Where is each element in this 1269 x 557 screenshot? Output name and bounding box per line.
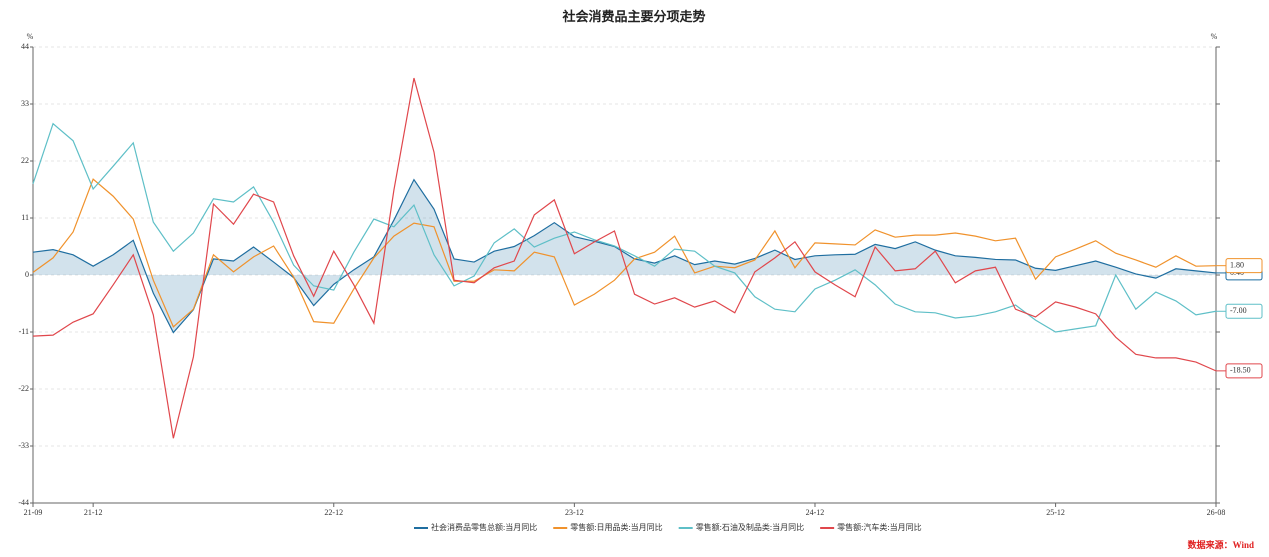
y-tick-label: -22 <box>18 384 29 393</box>
x-tick-label: 25-12 <box>1046 508 1065 517</box>
series-area <box>33 179 1216 333</box>
y-tick-label: 44 <box>21 42 29 51</box>
y-tick-label: 22 <box>21 156 29 165</box>
y-tick-label: -11 <box>19 327 29 336</box>
end-label: 1.80 <box>1230 261 1244 270</box>
end-label-box <box>1225 363 1263 379</box>
x-tick-label: 22-12 <box>324 508 343 517</box>
y-tick-label: 11 <box>21 213 29 222</box>
y-unit: % <box>27 32 34 41</box>
x-tick-label: 24-12 <box>806 508 825 517</box>
series-line <box>32 122 1217 333</box>
x-tick-label: 23-12 <box>565 508 584 517</box>
y-tick-label: 33 <box>21 99 29 108</box>
end-label-box <box>1225 303 1263 319</box>
x-tick-label: 21-12 <box>84 508 103 517</box>
legend-label: 零售额:汽车类:当月同比 <box>837 522 921 532</box>
end-label: -18.50 <box>1230 366 1251 375</box>
y-tick-label: -33 <box>18 441 29 450</box>
x-tick-label: 26-08 <box>1207 508 1226 517</box>
end-label-box <box>1225 258 1263 274</box>
series-line <box>32 178 1217 328</box>
y2-unit: % <box>1211 32 1218 41</box>
chart-title: 社会消费品主要分项走势 <box>561 9 705 24</box>
x-tick-label: 21-09 <box>24 508 43 517</box>
series-line <box>32 77 1217 439</box>
y-tick-label: 0 <box>25 270 29 279</box>
series-line <box>32 178 1217 334</box>
source: 数据来源：Wind <box>1188 539 1254 550</box>
legend-label: 零售额:石油及制品类:当月同比 <box>696 522 804 532</box>
legend-label: 社会消费品零售总额:当月同比 <box>431 522 537 532</box>
plot <box>32 77 1217 439</box>
y-tick-label: -44 <box>18 498 29 507</box>
end-label: -7.00 <box>1230 306 1247 315</box>
legend-label: 零售额:日用品类:当月同比 <box>570 522 662 532</box>
